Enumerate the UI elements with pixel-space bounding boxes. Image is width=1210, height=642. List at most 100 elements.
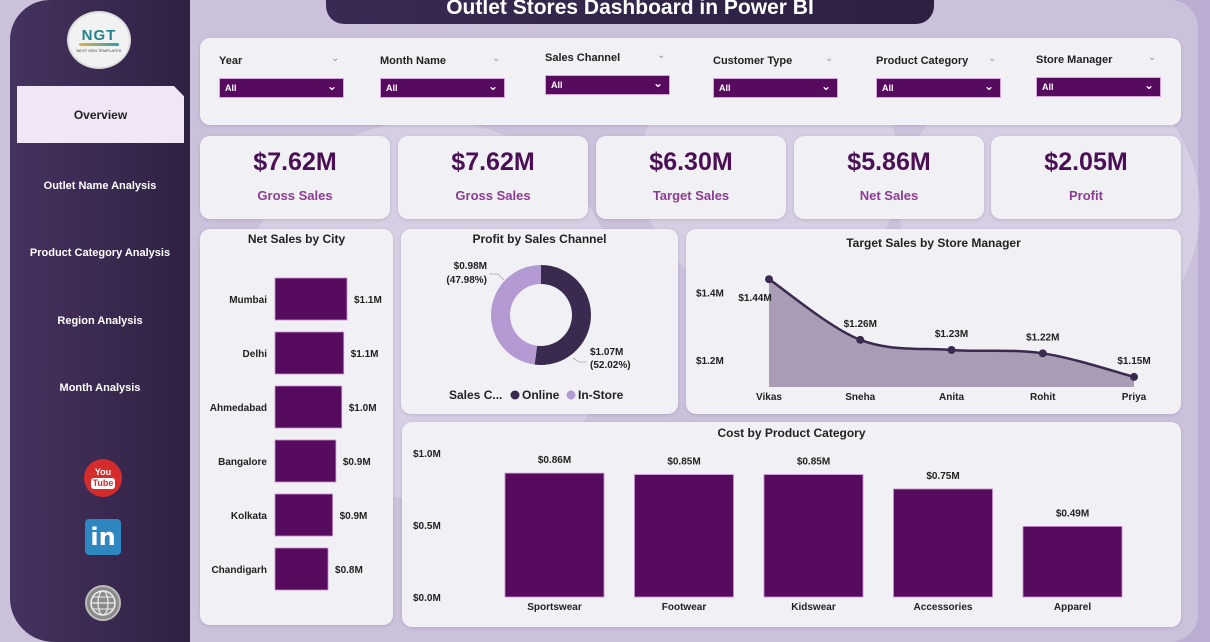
logo-wave-icon	[79, 43, 119, 46]
youtube-text: You	[94, 466, 112, 477]
city-data-label: $0.9M	[343, 457, 371, 468]
filter-label: Month Name	[380, 55, 446, 67]
kpi-card: $2.05M Profit	[991, 136, 1181, 219]
kpi-card: $7.62M Gross Sales	[398, 136, 588, 219]
nav-item-product-category-analysis[interactable]: Product Category Analysis	[29, 247, 171, 259]
y-axis-tick-label: $1.0M	[413, 449, 441, 460]
city-bar	[274, 439, 337, 483]
kpi-label: Target Sales	[652, 188, 730, 203]
nav-item-region-analysis[interactable]: Region Analysis	[57, 315, 143, 327]
x-axis-tick-label: Sportswear	[527, 602, 582, 613]
website-globe-icon[interactable]	[85, 585, 121, 621]
page-title: Outlet Stores Dashboard in Power BI	[326, 0, 934, 24]
cost-data-label: $0.49M	[1056, 508, 1089, 519]
area-svg: $1.2M $1.4M $1.44M Vikas $1.26M Sneha $1.23M An…	[696, 275, 1151, 403]
kpi-value: $7.62M	[451, 148, 535, 176]
x-axis-tick-label: Footwear	[662, 602, 707, 613]
logo-subtitle: NEXT GEN TEMPLATES	[76, 48, 122, 53]
kpi-label: Profit	[1069, 188, 1103, 203]
city-axis-label: Ahmedabad	[210, 403, 267, 414]
leader-line	[572, 357, 587, 363]
kpi-value: $5.86M	[847, 148, 931, 176]
donut-data-label: $1.07M	[590, 347, 623, 358]
kpi-label: Gross Sales	[257, 188, 333, 203]
kpi-value: $2.05M	[1044, 148, 1128, 176]
chart-title: Net Sales by City	[247, 232, 346, 246]
data-label: $1.15M	[1117, 356, 1150, 367]
filter-selected-value: All	[386, 83, 398, 93]
x-axis-tick-label: Anita	[939, 392, 964, 403]
youtube-tube-text: Tube	[90, 477, 116, 489]
chevron-down-icon: ⌄	[983, 79, 994, 93]
profit-by-sales-channel-chart[interactable]: Profit by Sales Channel $1.07M (52.02%) $0…	[401, 229, 678, 414]
nav-item-overview-label: Overview	[73, 107, 128, 122]
nav-item-outlet-name-analysis[interactable]: Outlet Name Analysis	[43, 180, 157, 192]
x-axis-tick-label: Kidswear	[791, 602, 836, 613]
filter-label: Product Category	[876, 55, 969, 67]
donut-data-label: $0.98M	[454, 261, 487, 272]
city-bar	[274, 385, 343, 429]
filter-collapse-chevron-icon[interactable]: ⌄	[825, 53, 834, 64]
x-axis-tick-label: Priya	[1122, 392, 1147, 403]
cost-data-label: $0.85M	[797, 457, 830, 468]
chevron-down-icon: ⌄	[820, 79, 831, 93]
leader-line	[489, 273, 505, 281]
cost-bar	[634, 474, 734, 598]
cost-bar	[763, 474, 864, 598]
filter-label: Store Manager	[1036, 54, 1113, 66]
kpi-card: $6.30M Target Sales	[596, 136, 786, 219]
filter-dropdown[interactable]: All ⌄	[876, 78, 1001, 98]
y-axis-tick-label: $1.2M	[696, 356, 724, 367]
x-axis-tick-label: Sneha	[845, 392, 875, 403]
city-bar	[274, 493, 333, 537]
city-bar	[274, 331, 345, 375]
donut-percent-label: (52.02%)	[590, 360, 631, 371]
net-sales-by-city-chart[interactable]: Net Sales by City Mumbai $1.1M Delhi $1.1M A…	[200, 229, 393, 625]
filter-collapse-chevron-icon[interactable]: ⌄	[492, 53, 501, 64]
x-axis-tick-label: Rohit	[1030, 392, 1056, 403]
filter-collapse-chevron-icon[interactable]: ⌄	[1148, 52, 1157, 63]
filter-dropdown[interactable]: All ⌄	[380, 78, 505, 98]
youtube-icon[interactable]: You Tube	[84, 459, 122, 497]
legend-title: Sales C...	[449, 388, 502, 402]
filter-dropdown[interactable]: All ⌄	[1036, 77, 1161, 97]
kpi-label: Net Sales	[859, 188, 919, 203]
filter-label: Sales Channel	[545, 52, 621, 64]
city-axis-label: Kolkata	[231, 511, 268, 522]
kpi-card: $5.86M Net Sales	[794, 136, 984, 219]
filter-dropdown[interactable]: All ⌄	[219, 78, 344, 98]
city-axis-label: Mumbai	[229, 295, 267, 306]
y-axis-tick-label: $0.5M	[413, 521, 441, 532]
cost-bar	[1022, 526, 1123, 598]
data-label: $1.26M	[844, 319, 877, 330]
filter-selected-value: All	[1042, 82, 1054, 92]
legend-label-in-store: In-Store	[578, 388, 624, 402]
kpi-value: $7.62M	[253, 148, 337, 176]
filter-collapse-chevron-icon[interactable]: ⌄	[331, 53, 340, 64]
filter-dropdown[interactable]: All ⌄	[713, 78, 838, 98]
chevron-down-icon: ⌄	[487, 79, 498, 93]
filter-collapse-chevron-icon[interactable]: ⌄	[657, 50, 666, 61]
chevron-down-icon: ⌄	[326, 79, 337, 93]
filter-label: Customer Type	[713, 55, 793, 67]
legend-marker-in-store	[566, 390, 576, 400]
data-label: $1.23M	[935, 329, 968, 340]
area-fill	[769, 279, 1134, 387]
nav-item-month-analysis[interactable]: Month Analysis	[59, 382, 141, 394]
filter-dropdown[interactable]: All ⌄	[545, 75, 670, 95]
city-axis-label: Delhi	[243, 349, 268, 360]
filter-selected-value: All	[719, 83, 731, 93]
data-point	[765, 275, 773, 284]
city-axis-label: Chandigarh	[211, 565, 267, 576]
city-bar-svg: Mumbai $1.1M Delhi $1.1M Ahmedabad $1.0M Banga…	[210, 277, 382, 591]
nav-item-overview[interactable]: Overview	[17, 86, 184, 143]
linkedin-icon[interactable]: in	[85, 519, 121, 555]
target-sales-by-store-manager-chart[interactable]: Target Sales by Store Manager $1.2M $1.4M…	[686, 229, 1181, 414]
ngt-logo[interactable]: NGT NEXT GEN TEMPLATES	[67, 11, 131, 69]
cost-bar-svg: $0.0M $0.5M $1.0M $0.86M Sportswear $0.85M Foo…	[413, 449, 1123, 613]
city-bar	[274, 277, 348, 321]
donut-svg: $1.07M (52.02%) $0.98M (47.98%) Sales C... On…	[446, 261, 631, 402]
filter-collapse-chevron-icon[interactable]: ⌄	[988, 53, 997, 64]
cost-by-product-category-chart[interactable]: Cost by Product Category $0.0M $0.5M $1.0M…	[402, 422, 1181, 627]
data-point	[1038, 349, 1047, 358]
